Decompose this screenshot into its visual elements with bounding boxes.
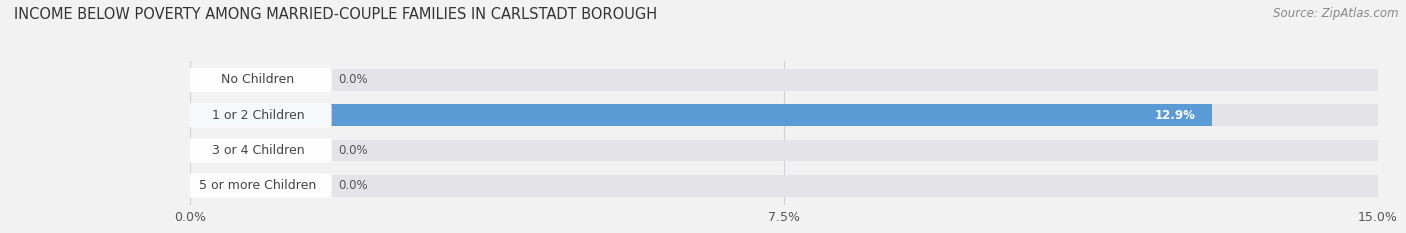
Bar [190,104,1378,126]
Text: No Children: No Children [221,73,294,86]
Bar [190,140,1378,161]
Bar [190,104,1212,126]
Text: INCOME BELOW POVERTY AMONG MARRIED-COUPLE FAMILIES IN CARLSTADT BOROUGH: INCOME BELOW POVERTY AMONG MARRIED-COUPL… [14,7,657,22]
Text: 0.0%: 0.0% [337,179,367,192]
Text: 0.0%: 0.0% [337,73,367,86]
Bar [190,175,1378,197]
Text: 1 or 2 Children: 1 or 2 Children [212,109,304,122]
FancyBboxPatch shape [184,174,332,198]
Bar [190,69,1378,91]
Text: 3 or 4 Children: 3 or 4 Children [212,144,304,157]
Text: 12.9%: 12.9% [1154,109,1195,122]
FancyBboxPatch shape [184,68,332,92]
Text: Source: ZipAtlas.com: Source: ZipAtlas.com [1274,7,1399,20]
FancyBboxPatch shape [184,138,332,162]
Text: 0.0%: 0.0% [337,144,367,157]
Text: 5 or more Children: 5 or more Children [200,179,316,192]
FancyBboxPatch shape [184,103,332,127]
